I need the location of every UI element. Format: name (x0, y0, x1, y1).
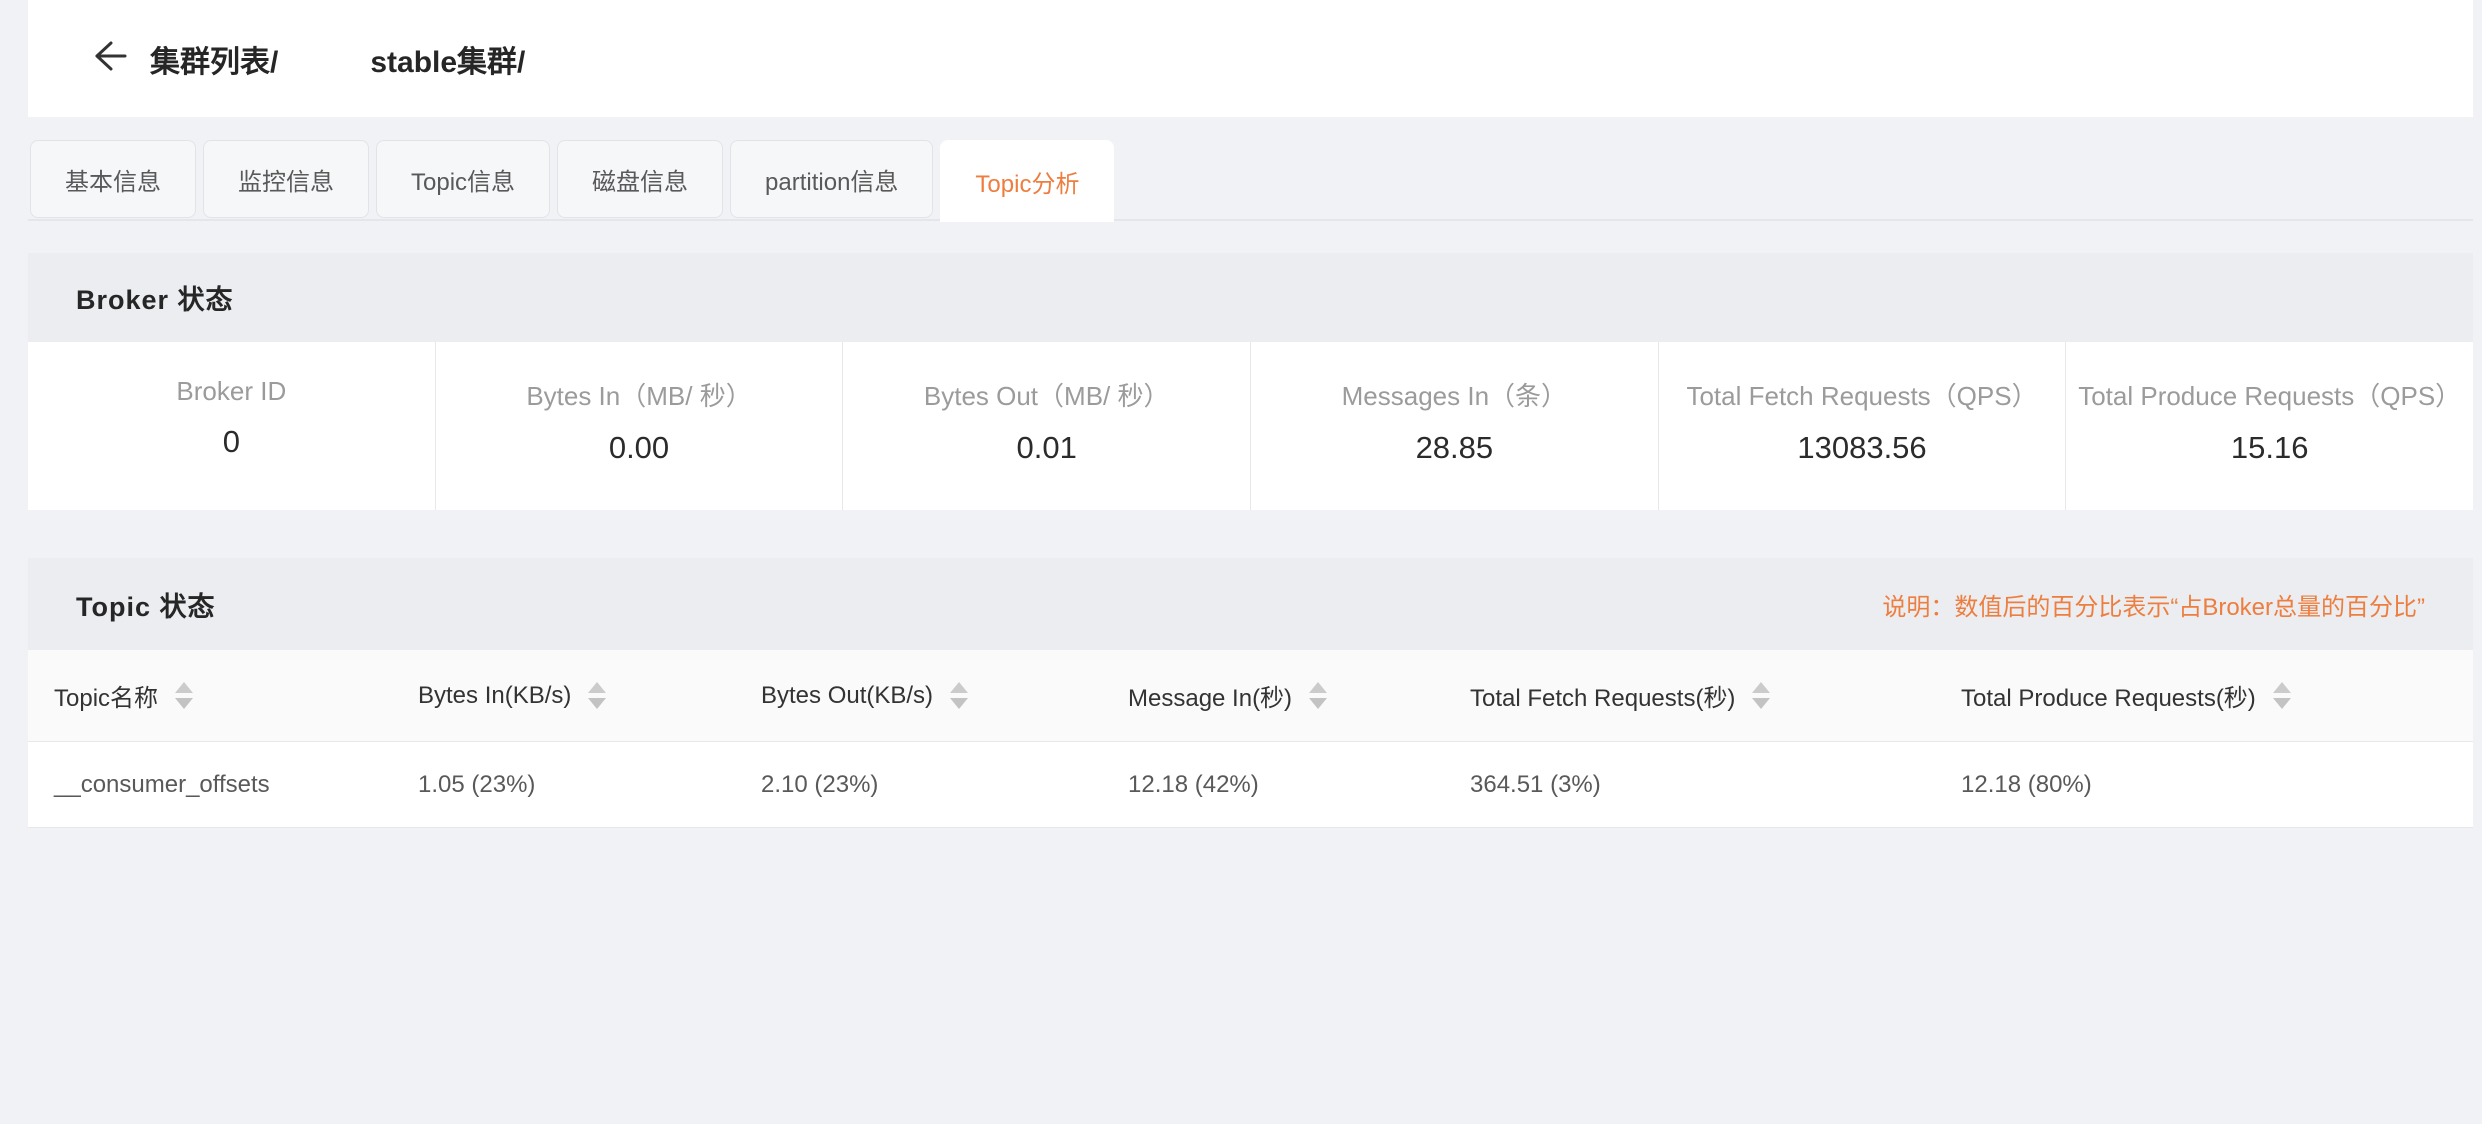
column-header-total-fetch-requests[interactable]: Total Fetch Requests(秒) (1470, 678, 1961, 713)
sort-carets-icon (950, 682, 969, 709)
cell-total-produce-requests: 12.18 (80%) (1961, 770, 2092, 798)
sort-carets-icon (1752, 682, 1771, 709)
tab-monitor-info[interactable]: 监控信息 (203, 140, 369, 218)
column-header-label: Bytes In(KB/s) (418, 681, 572, 709)
caret-up-icon (2272, 682, 2291, 693)
stat-label: Broker ID (176, 376, 287, 406)
caret-down-icon (1752, 698, 1771, 709)
cell-total-fetch-requests: 364.51 (3%) (1470, 770, 1601, 798)
column-header-label: Total Produce Requests(秒) (1961, 685, 2256, 712)
stat-value: 0.01 (1016, 430, 1077, 465)
stat-card-bytes-in: Bytes In（MB/ 秒） 0.00 (434, 342, 843, 510)
column-header-label: Total Fetch Requests(秒) (1470, 685, 1736, 712)
stat-value: 28.85 (1415, 430, 1494, 465)
table-row: __consumer_offsets 1.05 (23%) 2.10 (23%)… (28, 742, 2473, 828)
stat-card-total-fetch-requests: Total Fetch Requests（QPS） 13083.56 (1657, 342, 2066, 510)
stat-card-broker-id: Broker ID 0 (28, 342, 435, 510)
topic-status-note: 说明：数值后的百分比表示“占Broker总量的百分比” (1882, 593, 2425, 621)
tab-partition-info[interactable]: partition信息 (730, 140, 934, 218)
topic-status-header: Topic 状态 说明：数值后的百分比表示“占Broker总量的百分比” (28, 558, 2473, 650)
back-button[interactable] (86, 37, 130, 81)
column-header-label: Topic名称 (54, 685, 159, 712)
sort-carets-icon (1309, 682, 1328, 709)
stat-label: Messages In（条） (1341, 381, 1568, 411)
stat-card-messages-in: Messages In（条） 28.85 (1250, 342, 1658, 510)
caret-down-icon (1309, 698, 1328, 709)
column-header-bytes-in[interactable]: Bytes In(KB/s) (418, 682, 761, 710)
stat-label: Total Produce Requests（QPS） (2078, 381, 2462, 411)
sort-carets-icon (2272, 682, 2291, 709)
tab-topic-analysis[interactable]: Topic分析 (940, 140, 1115, 222)
tab-basic-info[interactable]: 基本信息 (30, 140, 196, 218)
caret-up-icon (1309, 682, 1328, 693)
stat-value: 15.16 (2230, 430, 2309, 465)
topic-table-header: Topic名称 Bytes In(KB/s) Bytes Out(KB/s) M… (28, 650, 2473, 742)
caret-down-icon (950, 698, 969, 709)
arrow-left-icon (89, 39, 127, 78)
caret-up-icon (588, 682, 607, 693)
tab-disk-info[interactable]: 磁盘信息 (557, 140, 724, 218)
stat-label: Bytes Out（MB/ 秒） (923, 381, 1170, 411)
stat-label: Total Fetch Requests（QPS） (1686, 381, 2038, 411)
stat-card-total-produce-requests: Total Produce Requests（QPS） 15.16 (2065, 342, 2473, 510)
topic-status-title: Topic 状态 (76, 591, 216, 622)
page-header: 集群列表/ stable集群/ (28, 0, 2473, 117)
tabs-underline (28, 219, 2473, 221)
stat-value: 13083.56 (1797, 430, 1927, 465)
caret-down-icon (2272, 698, 2291, 709)
column-header-total-produce-requests[interactable]: Total Produce Requests(秒) (1961, 678, 2473, 713)
breadcrumb-cluster-list[interactable]: 集群列表/ (150, 45, 279, 79)
caret-up-icon (1752, 682, 1771, 693)
caret-down-icon (175, 698, 194, 709)
breadcrumb-cluster-name[interactable]: stable集群/ (370, 45, 526, 79)
stat-card-bytes-out: Bytes Out（MB/ 秒） 0.01 (842, 342, 1250, 510)
sort-carets-icon (175, 682, 194, 709)
cell-bytes-in: 1.05 (23%) (418, 770, 536, 798)
column-header-label: Message In(秒) (1128, 685, 1293, 712)
column-header-message-in[interactable]: Message In(秒) (1128, 678, 1470, 713)
sort-carets-icon (588, 682, 607, 709)
column-header-label: Bytes Out(KB/s) (761, 681, 934, 709)
broker-status-header: Broker 状态 (28, 253, 2473, 342)
column-header-topic-name[interactable]: Topic名称 (54, 678, 418, 713)
tab-topic-info[interactable]: Topic信息 (376, 140, 551, 218)
caret-up-icon (950, 682, 969, 693)
cell-message-in: 12.18 (42%) (1128, 770, 1259, 798)
column-header-bytes-out[interactable]: Bytes Out(KB/s) (761, 682, 1128, 710)
cell-topic-name: __consumer_offsets (54, 770, 270, 798)
stat-value: 0 (222, 424, 240, 459)
broker-status-title: Broker 状态 (76, 285, 234, 315)
caret-down-icon (588, 698, 607, 709)
caret-up-icon (175, 682, 194, 693)
tab-bar: 基本信息 监控信息 Topic信息 磁盘信息 partition信息 Topic… (30, 140, 1115, 222)
broker-stats-row: Broker ID 0 Bytes In（MB/ 秒） 0.00 Bytes O… (28, 342, 2473, 510)
cell-bytes-out: 2.10 (23%) (761, 770, 879, 798)
stat-value: 0.00 (608, 430, 670, 465)
stat-label: Bytes In（MB/ 秒） (526, 381, 752, 411)
